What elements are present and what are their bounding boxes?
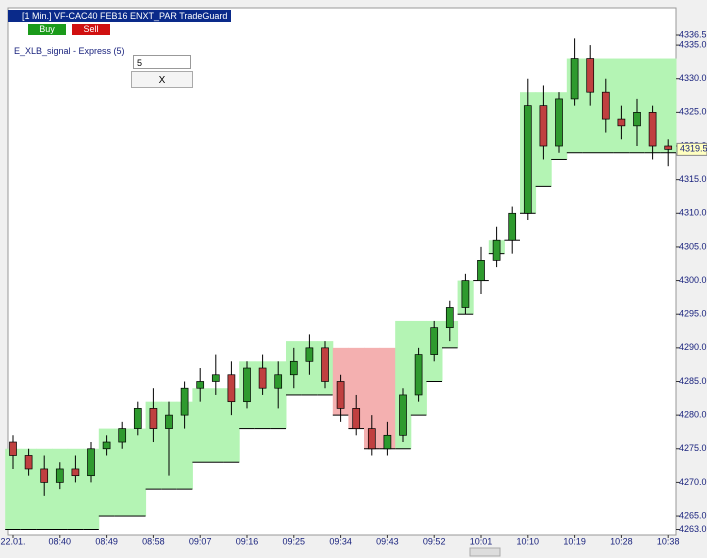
y-tick-label: 4295.0 bbox=[679, 309, 707, 319]
candle-body bbox=[461, 280, 470, 308]
candle-body bbox=[508, 212, 517, 241]
candle-body bbox=[570, 58, 579, 100]
buy-button[interactable]: Buy bbox=[28, 24, 66, 35]
x-tick-label: 10:19 bbox=[563, 536, 586, 546]
candle-body bbox=[539, 105, 548, 147]
candle-body bbox=[445, 307, 454, 329]
band-zone bbox=[660, 58, 677, 153]
y-tick-label: 4300.0 bbox=[679, 275, 707, 285]
candle-body bbox=[399, 394, 407, 436]
y-tick-label: 4265.0 bbox=[679, 510, 707, 520]
candle-body bbox=[633, 112, 641, 127]
y-tick-label: 4315.0 bbox=[679, 174, 707, 184]
candle-body bbox=[102, 441, 111, 450]
y-tick-label: 4280.0 bbox=[679, 410, 707, 420]
x-tick-label: 10:10 bbox=[517, 536, 540, 546]
candle-body bbox=[367, 428, 376, 450]
candle-body bbox=[477, 260, 485, 281]
candle-body bbox=[289, 360, 298, 376]
y-tick-label: 4305.0 bbox=[679, 241, 707, 251]
x-tick-label: 09:43 bbox=[376, 536, 399, 546]
y-tick-label: 4263.0 bbox=[679, 524, 707, 534]
candle-body bbox=[40, 468, 49, 483]
scrollbar[interactable] bbox=[469, 547, 501, 557]
candle-body bbox=[196, 381, 205, 389]
band-zone bbox=[208, 388, 225, 463]
candle-body bbox=[149, 408, 158, 429]
candle-body bbox=[243, 367, 251, 403]
chart-header: [1 Min.] VF-CAC40 FEB16 ENXT_PAR TradeGu… bbox=[8, 10, 232, 22]
y-tick-label: 4335.0 bbox=[679, 39, 707, 49]
candle-body bbox=[664, 145, 673, 150]
x-tick-label: 09:52 bbox=[423, 536, 446, 546]
candle-body bbox=[180, 387, 189, 416]
candle-body bbox=[227, 374, 236, 403]
y-tick-label: 4336.5 bbox=[679, 29, 707, 39]
candle-body bbox=[414, 354, 423, 396]
x-tick-label: 10:01 bbox=[470, 536, 493, 546]
candle-body bbox=[9, 441, 17, 456]
candle-body bbox=[87, 448, 95, 477]
close-button[interactable]: X bbox=[131, 71, 193, 88]
candle-body bbox=[492, 239, 501, 261]
y-tick-label: 4290.0 bbox=[679, 342, 707, 352]
candle-body bbox=[648, 112, 657, 147]
candle-body bbox=[165, 414, 173, 429]
candle-body bbox=[24, 455, 33, 470]
band-zone bbox=[379, 347, 396, 449]
x-tick-label: 09:34 bbox=[329, 536, 352, 546]
candle-body bbox=[321, 347, 329, 382]
y-tick-label: 4325.0 bbox=[679, 107, 707, 117]
candle-body bbox=[118, 428, 127, 443]
band-zone bbox=[613, 58, 630, 153]
candle-body bbox=[555, 98, 563, 147]
band-zone bbox=[176, 401, 193, 490]
last-price-label: 4319.5 bbox=[680, 144, 707, 154]
sell-button[interactable]: Sell bbox=[72, 24, 110, 35]
candle-body bbox=[352, 408, 361, 429]
candle-body bbox=[55, 468, 64, 483]
x-tick-label: 08:58 bbox=[142, 536, 165, 546]
candle-body bbox=[430, 327, 439, 355]
candle-body bbox=[617, 118, 626, 127]
candle-body bbox=[211, 374, 220, 382]
band-zone bbox=[192, 388, 209, 463]
band-zone bbox=[114, 428, 131, 517]
x-tick-label: 22.01. bbox=[0, 536, 25, 546]
y-tick-label: 4310.0 bbox=[679, 208, 707, 218]
y-tick-label: 4285.0 bbox=[679, 376, 707, 386]
x-tick-label: 09:16 bbox=[236, 536, 259, 546]
x-tick-label: 09:25 bbox=[283, 536, 306, 546]
y-tick-label: 4270.0 bbox=[679, 477, 707, 487]
candle-body bbox=[336, 381, 345, 409]
candle-body bbox=[601, 91, 610, 120]
candle-body bbox=[383, 434, 392, 450]
candle-body bbox=[523, 105, 532, 214]
band-zone bbox=[130, 428, 147, 517]
period-input[interactable]: 5 bbox=[133, 55, 191, 69]
band-zone bbox=[364, 347, 381, 449]
x-tick-label: 08:40 bbox=[49, 536, 72, 546]
x-tick-label: 10:28 bbox=[610, 536, 633, 546]
band-zone bbox=[223, 388, 240, 463]
x-tick-label: 08:49 bbox=[95, 536, 118, 546]
candle-body bbox=[274, 374, 283, 389]
x-tick-label: 10:38 bbox=[657, 536, 680, 546]
candle-body bbox=[71, 468, 80, 477]
x-tick-label: 09:07 bbox=[189, 536, 212, 546]
candle-body bbox=[305, 347, 314, 362]
y-tick-label: 4275.0 bbox=[679, 443, 707, 453]
candle-body bbox=[258, 367, 267, 389]
y-tick-label: 4330.0 bbox=[679, 73, 707, 83]
last-price-box bbox=[676, 142, 707, 156]
candle-body bbox=[586, 58, 595, 93]
indicator-legend: E_XLB_signal - Express (5) bbox=[14, 46, 125, 56]
candle-body bbox=[133, 408, 142, 429]
band-zone bbox=[5, 448, 22, 530]
band-zone bbox=[98, 428, 115, 517]
